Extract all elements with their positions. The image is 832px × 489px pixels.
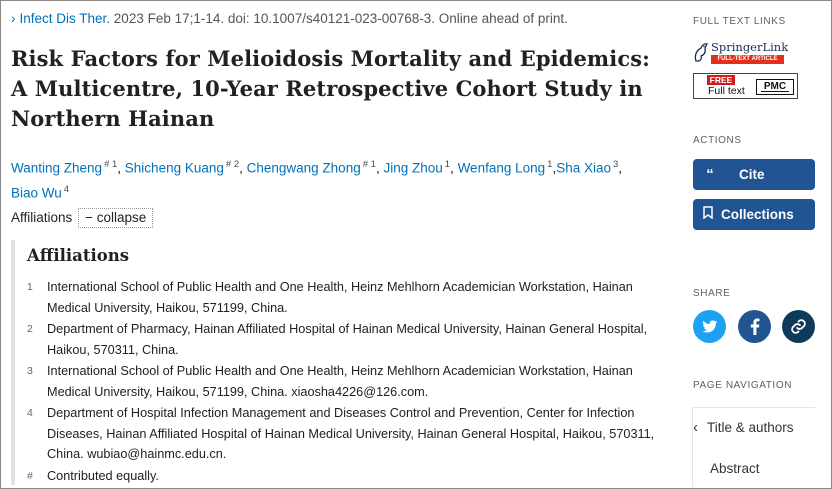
nav-item-label: Title & authors (707, 420, 794, 435)
quote-icon: “ (706, 166, 714, 183)
affiliation-item: # Contributed equally. (27, 466, 661, 487)
chevron-right-icon[interactable]: › (11, 11, 16, 26)
actions-label: ACTIONS (693, 135, 742, 146)
journal-link[interactable]: Infect Dis Ther. (19, 11, 111, 26)
twitter-share-button[interactable] (693, 310, 726, 343)
author-affiliation-marker: 1 (547, 159, 553, 170)
author-affiliation-marker: # 2 (225, 159, 240, 170)
cite-label: Cite (739, 167, 765, 182)
affiliation-item: 1 International School of Public Health a… (27, 277, 661, 318)
affiliations-list: 1 International School of Public Health a… (27, 277, 661, 486)
bookmark-icon (695, 206, 721, 223)
pmc-fulltext-label: Full text (708, 85, 745, 97)
facebook-share-button[interactable] (738, 310, 771, 343)
nav-divider (693, 407, 815, 408)
affiliation-text: International School of Public Health an… (47, 364, 633, 399)
author-affiliation-marker: # 1 (362, 159, 376, 170)
author-affiliation-marker: 4 (63, 184, 70, 195)
affiliation-text: Department of Pharmacy, Hainan Affiliate… (47, 322, 648, 357)
affiliations-heading: Affiliations (27, 246, 130, 265)
author-separator: , (117, 160, 125, 176)
authors-list: Wanting Zheng # 1, Shicheng Kuang # 2, Che… (11, 154, 651, 204)
affiliations-toggle: Affiliations − collapse (11, 208, 154, 228)
author-separator: , (450, 160, 458, 176)
author-separator: , (552, 160, 557, 176)
springer-name: SpringerLink (711, 40, 789, 54)
affiliation-number: 4 (27, 407, 33, 419)
author-link[interactable]: Chengwang Zhong (246, 160, 361, 176)
affiliation-item: 2 Department of Pharmacy, Hainan Affiliat… (27, 319, 661, 360)
author-link[interactable]: Jing Zhou (383, 160, 443, 176)
affiliation-number: # (27, 469, 33, 482)
nav-item-abstract[interactable]: Abstract (693, 461, 815, 476)
affiliations-panel: Affiliations 1 International School of Pu… (11, 240, 661, 485)
author-separator: , (239, 160, 247, 176)
springer-tag: FULL-TEXT ARTICLE (711, 55, 784, 64)
affiliation-number: 1 (27, 281, 33, 293)
affiliations-toggle-label: Affiliations (11, 210, 73, 225)
share-label: SHARE (693, 288, 731, 299)
springerlink-button[interactable]: SpringerLink FULL-TEXT ARTICLE (693, 40, 789, 67)
article-title: Risk Factors for Melioidosis Mortality a… (11, 46, 650, 131)
link-icon (791, 319, 806, 334)
pmc-free-badge: FREE (707, 75, 735, 85)
facebook-icon (750, 318, 759, 335)
citation-line: › Infect Dis Ther. 2023 Feb 17;1-14. doi:… (11, 11, 568, 26)
pmc-free-fulltext-button[interactable]: FREE Full text PMC (693, 73, 798, 99)
collapse-button[interactable]: − collapse (78, 208, 154, 228)
author-link[interactable]: Biao Wu (11, 185, 62, 201)
author-link[interactable]: Wanting Zheng (11, 160, 103, 176)
affiliation-item: 3 International School of Public Health a… (27, 361, 661, 402)
affiliation-text: International School of Public Health an… (47, 280, 633, 315)
citation-details: 2023 Feb 17;1-14. doi: 10.1007/s40121-02… (110, 11, 568, 26)
author-link[interactable]: Wenfang Long (457, 160, 546, 176)
author-link[interactable]: Shicheng Kuang (124, 160, 224, 176)
author-separator: , (375, 160, 384, 176)
affiliation-text: Contributed equally. (47, 468, 159, 483)
collections-label: Collections (721, 207, 794, 222)
author-affiliation-marker: 1 (444, 159, 451, 170)
springer-horse-icon (694, 43, 708, 62)
collections-button[interactable]: Collections (693, 199, 815, 230)
twitter-icon (701, 319, 717, 333)
author-link[interactable]: Sha Xiao (556, 160, 611, 176)
author-affiliation-marker: 3 (613, 159, 619, 170)
affiliation-number: 2 (27, 323, 33, 335)
affiliation-item: 4 Department of Hospital Infection Manage… (27, 403, 661, 465)
page-navigation-label: PAGE NAVIGATION (693, 380, 793, 391)
chevron-left-icon: ‹ (693, 419, 698, 436)
full-text-links-label: FULL TEXT LINKS (693, 16, 786, 27)
author-separator: , (618, 160, 623, 176)
cite-button[interactable]: “ Cite (693, 159, 815, 190)
nav-item-title-authors[interactable]: ‹ Title & authors (693, 419, 815, 436)
author-affiliation-marker: # 1 (104, 159, 118, 170)
nav-divider-vertical (692, 407, 693, 487)
affiliation-text: Department of Hospital Infection Managem… (47, 406, 655, 461)
pmc-logo: PMC (756, 79, 794, 95)
permalink-share-button[interactable] (782, 310, 815, 343)
nav-item-label: Abstract (710, 461, 760, 476)
affiliation-number: 3 (27, 365, 33, 377)
